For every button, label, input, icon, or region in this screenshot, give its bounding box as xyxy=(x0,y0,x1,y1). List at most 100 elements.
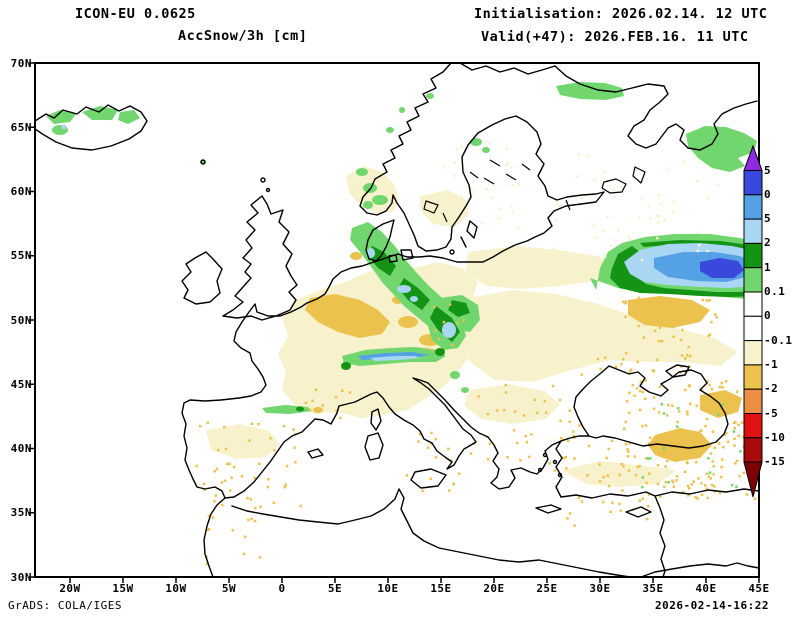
colorbar-band-4 xyxy=(743,267,763,293)
coastline-oland xyxy=(460,236,467,248)
speckle-dot xyxy=(217,448,220,452)
speckle-dot xyxy=(586,474,589,477)
speckle-dot xyxy=(636,360,639,364)
speckle-dot xyxy=(745,493,749,496)
speckle-dot xyxy=(657,302,661,305)
cream-patch-balkans xyxy=(464,384,560,424)
speckle-dot xyxy=(704,424,707,428)
creation-timestamp: 2026-02-14-16:22 xyxy=(655,599,769,612)
snow-field-shading xyxy=(46,82,759,487)
speckle-dot xyxy=(285,464,289,468)
speckle-dot xyxy=(599,367,602,371)
green-speck-norway xyxy=(386,127,394,133)
speckle-dot xyxy=(443,165,447,169)
speckle-dot xyxy=(659,495,662,498)
speckle-dot xyxy=(269,437,272,440)
speckle-dot xyxy=(562,456,565,460)
speckle-dot xyxy=(684,307,688,311)
speckle-dot xyxy=(568,409,571,412)
speckle-dot xyxy=(502,408,506,412)
paleblue-spot xyxy=(397,285,411,293)
speckle-dot xyxy=(517,226,520,229)
green-patch-nw-russia xyxy=(686,126,757,172)
speckle-dot xyxy=(647,442,651,445)
speckle-dot xyxy=(598,463,601,466)
colorbar-label--10: -10 xyxy=(764,430,786,444)
speckle-dot xyxy=(622,465,625,468)
speckle-dot xyxy=(643,397,647,400)
coastline-cyprus xyxy=(625,506,652,518)
coastline-crete xyxy=(535,504,562,514)
speckle-dot xyxy=(431,348,434,352)
y-tick-label-55N: 55N xyxy=(10,249,32,263)
speckle-dot xyxy=(628,441,631,445)
speckle-dot xyxy=(735,459,739,463)
coastline-faroe xyxy=(200,159,206,165)
speckle-dot xyxy=(739,450,742,453)
colorbar-label-5: 5 xyxy=(764,163,772,177)
speckle-dot xyxy=(683,159,687,163)
speckle-dot xyxy=(592,224,596,228)
colorbar xyxy=(743,144,763,498)
speckle-dot xyxy=(622,358,625,361)
speckle-dot xyxy=(636,465,639,469)
speckle-dot xyxy=(663,218,666,222)
speckle-dot xyxy=(641,485,644,489)
speckle-dot xyxy=(573,524,576,527)
speckle-dot xyxy=(721,458,724,461)
speckle-dot xyxy=(689,402,692,406)
speckle-dot xyxy=(706,197,709,201)
speckle-dot xyxy=(490,196,493,199)
speckle-dot xyxy=(228,489,232,492)
speckle-dot xyxy=(247,518,250,522)
speckle-dot xyxy=(442,320,446,324)
speckle-dot xyxy=(652,396,656,399)
coastline-kola-white-sea xyxy=(554,65,758,151)
speckle-dot xyxy=(637,216,641,219)
speckle-dot xyxy=(719,413,723,417)
speckle-dot xyxy=(645,481,648,485)
speckle-dot xyxy=(205,562,209,566)
speckle-dot xyxy=(462,318,465,322)
speckle-dot xyxy=(603,170,607,174)
speckle-dot xyxy=(638,408,642,412)
gold-patch-nw-france xyxy=(305,294,390,338)
y-tick-label-35N: 35N xyxy=(10,506,32,520)
speckle-dot xyxy=(714,313,717,316)
speckle-dot xyxy=(732,421,736,425)
speckle-dot xyxy=(627,469,631,472)
speckle-dot xyxy=(697,231,700,234)
speckle-dot xyxy=(568,512,572,515)
speckle-dot xyxy=(512,429,516,432)
speckle-dot xyxy=(282,424,286,428)
speckle-dot xyxy=(611,501,614,505)
speckle-dot xyxy=(708,333,711,337)
speckle-dot xyxy=(548,462,551,465)
speckle-dot xyxy=(710,483,714,487)
speckle-dot xyxy=(551,254,554,257)
speckle-dot xyxy=(551,247,554,250)
speckle-dot xyxy=(258,556,262,559)
speckle-dot xyxy=(607,447,610,451)
init-time: Initialisation: 2026.02.14. 12 UTC xyxy=(474,6,768,22)
colorbar-label-0: 0 xyxy=(764,187,772,201)
speckle-dot xyxy=(643,321,647,324)
speckle-dot xyxy=(644,379,648,382)
speckle-dot xyxy=(753,497,757,500)
speckle-dot xyxy=(624,315,627,319)
speckle-dot xyxy=(593,179,596,182)
speckle-dot xyxy=(640,258,644,262)
speckle-dot xyxy=(718,442,721,445)
speckle-dot xyxy=(652,311,655,315)
speckle-dot xyxy=(426,446,430,449)
speckle-dot xyxy=(654,310,657,314)
speckle-dot xyxy=(641,497,644,500)
speckle-dot xyxy=(638,499,641,502)
coastline-aegean-island xyxy=(552,459,558,465)
speckle-dot xyxy=(687,433,690,436)
speckle-dot xyxy=(567,439,570,443)
speckle-dot xyxy=(430,431,433,435)
speckle-dot xyxy=(669,318,672,321)
speckle-dot xyxy=(580,373,584,376)
speckle-dot xyxy=(451,343,454,347)
